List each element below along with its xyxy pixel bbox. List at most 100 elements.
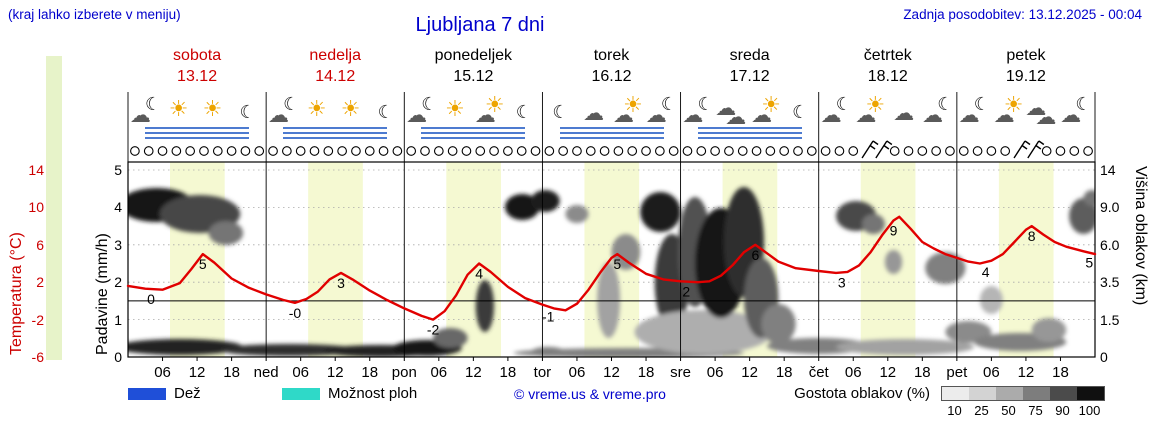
temperature-curve xyxy=(126,215,1097,321)
moon-icon: ☾ xyxy=(1075,94,1092,115)
precip-axis-tick: 3 xyxy=(114,236,122,253)
weather-icon-moon: ☾ xyxy=(542,95,578,135)
x-axis-label: 18 xyxy=(914,364,931,381)
moon-icon: ☾ xyxy=(835,94,852,115)
weather-icon-sun-fog: ☀ xyxy=(162,95,198,135)
weather-icon-moon: ☾ xyxy=(506,95,542,135)
temp-value-label: 4 xyxy=(982,264,990,280)
wind-barb-icon xyxy=(1027,140,1045,159)
cloud-cover-symbol-row xyxy=(130,140,1093,159)
moon-icon: ☾ xyxy=(697,94,714,115)
day-date: 17.12 xyxy=(729,68,770,85)
cloud-axis-tick: 0 xyxy=(1100,349,1108,365)
cloud-cover-symbol xyxy=(516,146,527,156)
cloud-density-scale xyxy=(941,386,1105,401)
cloud-icon: ☁ xyxy=(715,96,737,120)
temp-value-label: -2 xyxy=(427,322,440,338)
showers-legend-swatch xyxy=(282,388,320,400)
cloud-cover-symbol xyxy=(1083,146,1093,156)
cloud-cover-symbol xyxy=(364,146,375,156)
x-axis-label: 06 xyxy=(845,364,862,381)
fog-icon xyxy=(421,127,526,129)
day-name: sreda xyxy=(729,47,770,64)
sun-icon: ☀ xyxy=(445,97,465,122)
temp-value-label: -1 xyxy=(542,309,555,325)
cloud-icon: ☁ xyxy=(682,103,704,127)
cloud-icon: ☁ xyxy=(922,103,944,127)
x-axis-label: 12 xyxy=(879,364,896,381)
density-step xyxy=(1077,387,1104,400)
density-step xyxy=(1050,387,1077,400)
moon-icon: ☾ xyxy=(973,94,990,115)
cloud-cover-symbol xyxy=(710,146,720,156)
cloud-icon: ☁ xyxy=(893,101,915,125)
cloud-cover-symbol xyxy=(724,146,734,156)
cloud-cover-symbol xyxy=(903,146,914,156)
weather-icon-sun-fog: ☀ xyxy=(438,95,474,135)
temp-value-label: 2 xyxy=(682,284,690,300)
copyright-link[interactable]: © vreme.us & vreme.pro xyxy=(514,386,666,402)
cloud-cover-symbol xyxy=(558,146,569,156)
moon-icon: ☾ xyxy=(421,94,438,115)
cloud-cover-symbol xyxy=(1041,146,1052,156)
density-step xyxy=(942,387,969,400)
cloud-cover-symbol xyxy=(1069,146,1080,156)
cloud-axis-tick: 6.0 xyxy=(1100,236,1120,253)
moon-icon: ☾ xyxy=(145,94,162,115)
density-scale-tick: 100 xyxy=(1078,403,1101,418)
cloud-cover-symbol xyxy=(530,146,541,156)
moon-icon: ☾ xyxy=(283,94,300,115)
cloud-cover-symbol xyxy=(1000,146,1011,156)
weather-icon-sun-cloud: ☀ ☁ xyxy=(472,95,508,135)
cloud-icon: ☁ xyxy=(645,103,667,127)
temp-value-label: 5 xyxy=(1085,255,1093,271)
last-updated-label: Zadnja posodobitev: 13.12.2025 - 00:04 xyxy=(903,7,1142,22)
weather-icon-cloud-moon: ☾ ☁ xyxy=(957,95,993,135)
cloud-icon: ☁ xyxy=(268,103,290,127)
cloud-cover-symbol xyxy=(958,146,969,156)
cloud-cover-symbol xyxy=(282,146,292,156)
daylight-band xyxy=(446,162,501,357)
cloud-cover-symbol xyxy=(682,146,693,156)
cloud-cover-symbol xyxy=(572,146,582,156)
daylight-band xyxy=(308,162,363,357)
temp-axis-tick: 2 xyxy=(36,274,44,291)
sun-icon: ☀ xyxy=(865,93,886,118)
density-scale-tick: 25 xyxy=(974,403,989,418)
cloud-icon: ☁ xyxy=(725,105,747,129)
temp-value-label: 6 xyxy=(752,247,760,263)
cloud-cover-symbol xyxy=(806,146,817,156)
density-step xyxy=(996,387,1023,400)
temp-axis-tick: 6 xyxy=(36,236,44,253)
weather-icon-sun-fog: ☀ xyxy=(196,95,232,135)
x-axis-label: sre xyxy=(670,364,691,381)
cloud-cover-symbol xyxy=(143,146,154,156)
cloud-cover-symbol xyxy=(613,146,624,156)
weather-icon-cloud-moon: ☾ ☁ xyxy=(644,95,680,135)
cloud-cover-symbol xyxy=(475,146,486,156)
cloud-icon: ☁ xyxy=(993,103,1015,127)
day-name: petek xyxy=(1006,47,1046,64)
cloud-cover-symbol xyxy=(226,146,237,156)
cloud-icon: ☁ xyxy=(1035,105,1057,129)
cloud-cover-symbol xyxy=(779,146,790,156)
x-axis-label: 06 xyxy=(983,364,1000,381)
cloud-icon: ☁ xyxy=(130,103,151,127)
x-axis-label: 06 xyxy=(292,364,309,381)
x-axis-label: 18 xyxy=(223,364,240,381)
cloud-cover-symbol xyxy=(185,146,196,156)
density-step xyxy=(969,387,996,400)
cloud-cover-symbol xyxy=(945,146,955,156)
cloud-cover-symbol xyxy=(972,146,983,156)
fog-icon xyxy=(145,127,250,129)
x-axis-label: pon xyxy=(392,364,417,381)
cloud-cover-symbol xyxy=(1055,146,1066,156)
sun-icon: ☀ xyxy=(202,97,223,122)
density-scale-tick: 75 xyxy=(1028,403,1043,418)
cloud-cover-symbol xyxy=(433,146,444,156)
weather-icon-cloud-moon: ☾ ☁ xyxy=(266,95,302,135)
cloud-icon: ☁ xyxy=(958,103,980,127)
cloud-cover-symbol xyxy=(351,146,361,156)
sun-icon: ☀ xyxy=(484,93,505,118)
